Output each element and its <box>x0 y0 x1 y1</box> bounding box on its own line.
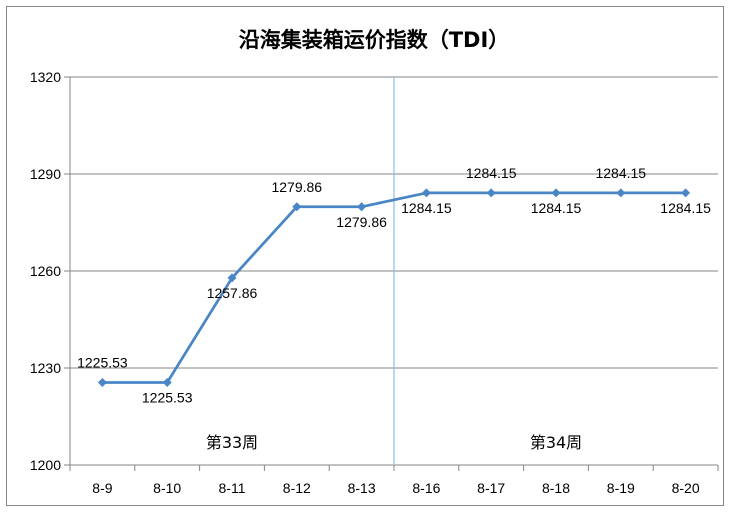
data-label: 1279.86 <box>336 214 387 230</box>
x-tick-label: 8-17 <box>477 480 505 496</box>
axes: 1200 1230 1260 1290 1320 8-9 8-10 8-11 8-12 8-13 8… <box>30 69 719 496</box>
chart-frame <box>6 6 724 506</box>
y-tick-label: 1320 <box>30 69 61 85</box>
data-labels: 1225.53 1225.53 1257.86 1279.86 1279.86 1284.… <box>77 165 711 406</box>
x-tick-label: 8-20 <box>672 480 700 496</box>
y-tick-label: 1200 <box>30 457 61 473</box>
data-point-marker <box>97 377 107 387</box>
data-point-marker <box>162 377 172 387</box>
data-point-marker <box>486 188 496 198</box>
x-tick-label: 8-10 <box>153 480 181 496</box>
y-tick-label: 1260 <box>30 263 61 279</box>
x-tick-label: 8-11 <box>219 480 246 496</box>
x-tick-label: 8-19 <box>607 480 635 496</box>
data-label: 1284.15 <box>401 200 452 216</box>
data-label: 1284.15 <box>595 165 646 181</box>
x-tick-label: 8-18 <box>542 480 570 496</box>
x-tick-label: 8-12 <box>283 480 311 496</box>
data-point-marker <box>357 202 367 212</box>
data-series <box>97 188 691 387</box>
data-point-marker <box>292 202 302 212</box>
week-annotations: 第33周 第34周 <box>206 77 582 465</box>
data-point-marker <box>551 188 561 198</box>
data-label: 1284.15 <box>531 200 582 216</box>
week-annotation: 第34周 <box>530 433 582 452</box>
x-tick-label: 8-16 <box>412 480 440 496</box>
y-tick-label: 1290 <box>30 166 61 182</box>
data-label: 1257.86 <box>207 285 258 301</box>
data-point-marker <box>616 188 626 198</box>
data-label: 1284.15 <box>466 165 517 181</box>
x-tick-label: 8-13 <box>348 480 376 496</box>
series-line <box>102 191 686 384</box>
data-label: 1284.15 <box>660 200 711 216</box>
week-annotation: 第33周 <box>206 433 258 452</box>
data-label: 1225.53 <box>142 389 193 405</box>
data-point-marker <box>681 188 691 198</box>
data-point-marker <box>227 273 237 283</box>
data-label: 1279.86 <box>271 179 322 195</box>
chart-title: 沿海集装箱运价指数（TDI） <box>239 28 510 52</box>
x-tick-label: 8-9 <box>92 480 112 496</box>
data-label: 1225.53 <box>77 354 128 370</box>
y-tick-label: 1230 <box>30 360 61 376</box>
data-point-marker <box>421 188 431 198</box>
